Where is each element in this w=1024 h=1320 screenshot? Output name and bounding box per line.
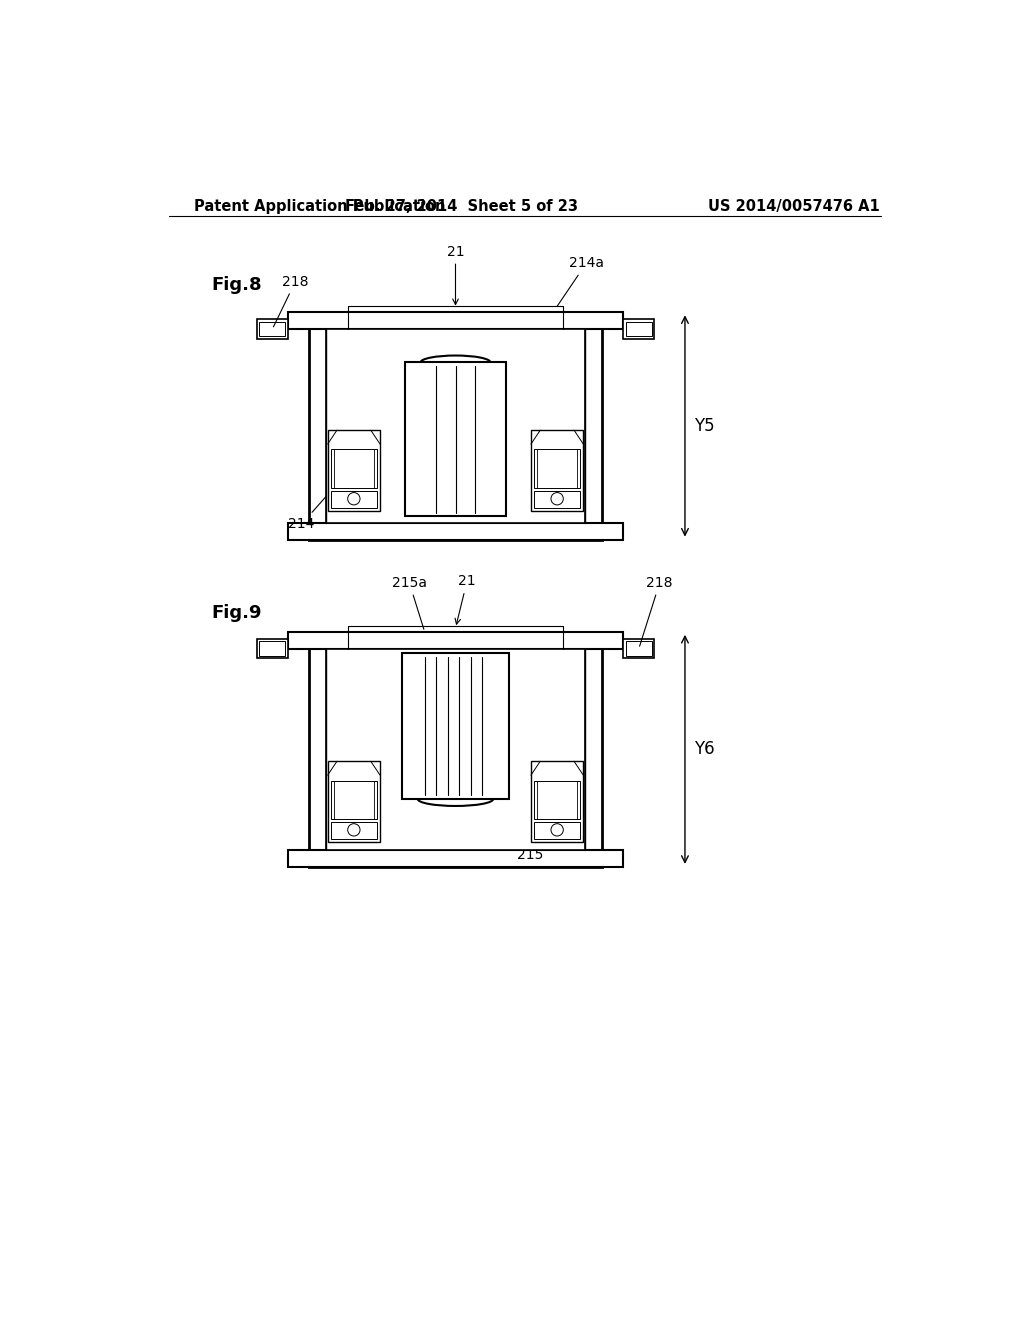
Text: 218: 218 <box>640 576 673 647</box>
Bar <box>257 639 288 659</box>
Bar <box>331 449 377 488</box>
Bar <box>259 322 286 337</box>
Bar <box>531 762 584 842</box>
Bar <box>257 319 288 339</box>
Bar <box>328 762 380 842</box>
Bar <box>309 313 602 540</box>
Bar <box>288 850 624 867</box>
Text: 214a: 214a <box>557 256 604 306</box>
Bar <box>326 649 585 850</box>
Text: 21: 21 <box>446 244 464 305</box>
Text: Y5: Y5 <box>694 417 715 436</box>
Bar <box>535 491 581 508</box>
Bar <box>259 642 286 656</box>
Bar <box>309 632 602 867</box>
Text: 218: 218 <box>273 275 308 327</box>
Bar <box>626 322 652 337</box>
Bar <box>288 632 624 649</box>
Text: 215a: 215a <box>392 576 427 630</box>
Bar <box>626 642 652 656</box>
Text: 214: 214 <box>289 491 331 531</box>
Bar <box>406 363 506 516</box>
Bar <box>331 822 377 840</box>
Bar <box>531 430 584 511</box>
Bar <box>331 491 377 508</box>
Text: Fig.8: Fig.8 <box>211 276 262 294</box>
Bar <box>328 430 380 511</box>
Bar <box>535 780 581 818</box>
Bar <box>326 330 585 523</box>
Text: Patent Application Publication: Patent Application Publication <box>194 198 445 214</box>
Bar <box>624 639 654 659</box>
Bar <box>401 653 509 799</box>
Text: Y6: Y6 <box>694 741 715 759</box>
Bar <box>288 313 624 330</box>
Bar <box>624 319 654 339</box>
Bar <box>288 523 624 540</box>
Text: 215: 215 <box>497 830 544 862</box>
Bar <box>535 449 581 488</box>
Text: Fig.9: Fig.9 <box>211 603 262 622</box>
Bar <box>331 780 377 818</box>
Text: US 2014/0057476 A1: US 2014/0057476 A1 <box>708 198 880 214</box>
Text: 21: 21 <box>455 574 476 624</box>
Text: Feb. 27, 2014  Sheet 5 of 23: Feb. 27, 2014 Sheet 5 of 23 <box>345 198 579 214</box>
Bar <box>535 822 581 840</box>
